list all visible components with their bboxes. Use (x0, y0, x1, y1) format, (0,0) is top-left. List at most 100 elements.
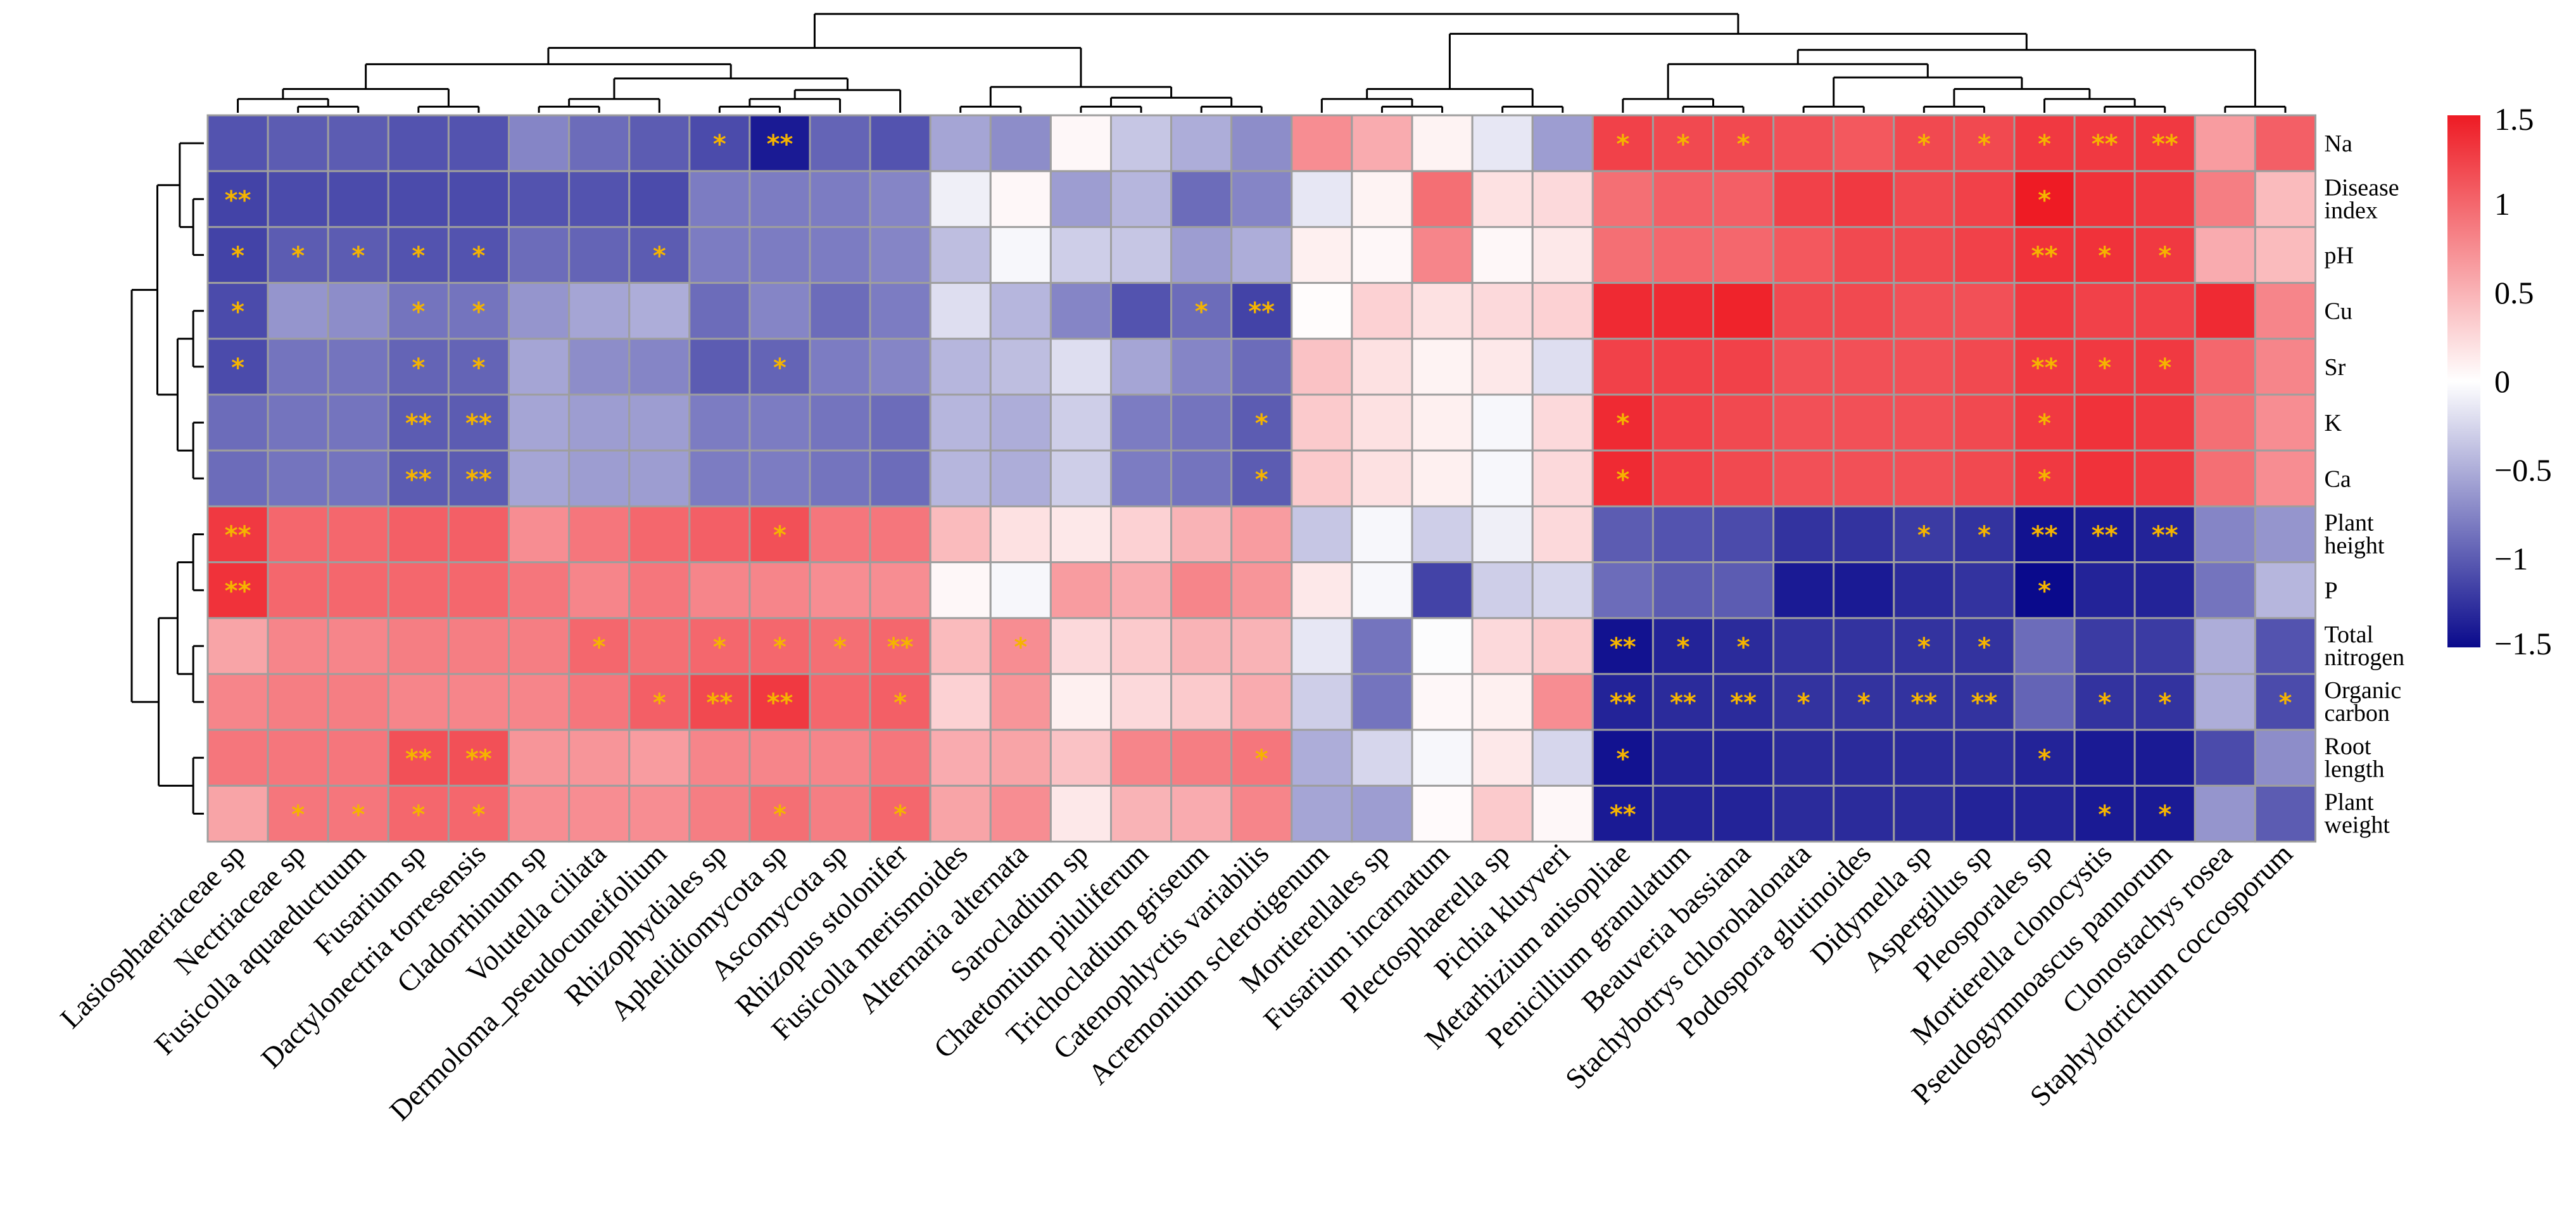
heatmap-cell (1531, 561, 1594, 620)
heatmap-cell (1531, 784, 1594, 843)
heatmap-cell (1291, 561, 1353, 620)
heatmap-cell (2013, 728, 2076, 787)
heatmap-cell (869, 170, 931, 228)
heatmap-cell (989, 449, 1052, 507)
heatmap-cell (1833, 114, 1895, 172)
significance-star: * (2098, 801, 2111, 830)
heatmap-cell (748, 673, 811, 731)
heatmap-cell (1351, 338, 1413, 396)
heatmap-cell (568, 338, 631, 396)
heatmap-cell (1230, 505, 1293, 564)
significance-star: ** (405, 744, 432, 773)
heatmap-cell (1651, 617, 1714, 675)
row-label: Organic carbon (2325, 677, 2402, 727)
heatmap-cell (1833, 617, 1895, 675)
heatmap-cell (1049, 170, 1113, 228)
heatmap-cell (1351, 282, 1413, 340)
heatmap-cell (748, 728, 811, 787)
heatmap-cell (869, 393, 931, 452)
row-label-line: height (2325, 533, 2385, 559)
heatmap-cell (1411, 673, 1474, 731)
heatmap-cell (1170, 784, 1233, 843)
heatmap-cell (1893, 393, 1955, 452)
heatmap-cell (1351, 617, 1413, 675)
heatmap-cell (1230, 282, 1293, 340)
significance-star: * (2098, 242, 2111, 271)
heatmap-cell (1230, 170, 1293, 228)
significance-star: * (2038, 130, 2051, 159)
heatmap-cell (1712, 114, 1775, 172)
heatmap-cell (869, 561, 931, 620)
heatmap-cell (989, 338, 1052, 396)
row-label-line: Plant (2325, 510, 2375, 537)
heatmap-cell (929, 393, 992, 452)
heatmap-cell (1230, 338, 1293, 396)
significance-star: * (351, 242, 365, 271)
heatmap-cell (1651, 226, 1714, 284)
heatmap-cell (2073, 728, 2136, 787)
heatmap-cell (327, 282, 389, 340)
heatmap-cell (1170, 170, 1233, 228)
heatmap-cell (508, 282, 571, 340)
heatmap-cell (387, 617, 450, 675)
heatmap-cell (1230, 561, 1293, 620)
significance-star: * (653, 242, 666, 271)
heatmap-cell (628, 561, 691, 620)
heatmap-cell (2013, 617, 2076, 675)
heatmap-cell (628, 170, 691, 228)
heatmap-cell (508, 617, 571, 675)
heatmap-cell (1893, 338, 1955, 396)
significance-star: * (893, 689, 907, 718)
heatmap-cell (1230, 617, 1293, 675)
heatmap-cell (1230, 226, 1293, 284)
significance-star: ** (706, 689, 733, 718)
heatmap-cell (628, 393, 691, 452)
heatmap-cell (508, 505, 571, 564)
heatmap-cell (2254, 449, 2316, 507)
heatmap-cell (1651, 170, 1714, 228)
heatmap-cell (1351, 170, 1413, 228)
heatmap-cell (1049, 393, 1113, 452)
heatmap-cell (809, 449, 871, 507)
heatmap-cell (2254, 561, 2316, 620)
heatmap-cell (206, 114, 269, 172)
heatmap-cell (929, 170, 992, 228)
significance-star: * (893, 801, 907, 830)
heatmap-cell (1351, 728, 1413, 787)
heatmap-cell (2013, 226, 2076, 284)
heatmap-cell (568, 673, 631, 731)
heatmap-cell (2254, 728, 2316, 787)
heatmap-cell (508, 338, 571, 396)
heatmap-cell (2133, 170, 2196, 228)
significance-star: * (713, 633, 726, 662)
heatmap-cell (1591, 170, 1654, 228)
heatmap-cell (568, 170, 631, 228)
row-dendrogram (130, 142, 204, 815)
significance-star: * (1797, 689, 1810, 718)
heatmap-cell (809, 226, 871, 284)
significance-star: ** (1971, 689, 1997, 718)
row-label: Na (2325, 130, 2352, 157)
significance-star: * (412, 801, 425, 830)
row-label-line: nitrogen (2325, 644, 2405, 671)
heatmap-cells (206, 114, 2316, 843)
significance-star: * (2038, 186, 2051, 215)
significance-star: * (1676, 633, 1689, 662)
significance-star: * (2038, 577, 2051, 606)
heatmap-cell (2194, 282, 2256, 340)
heatmap-cell (1351, 114, 1413, 172)
row-label: Ca (2325, 466, 2351, 492)
heatmap-cell (327, 728, 389, 787)
heatmap-cell (327, 114, 389, 172)
heatmap-cell (2073, 393, 2136, 452)
heatmap-cell (869, 505, 931, 564)
heatmap-cell (1712, 617, 1775, 675)
heatmap-cell (267, 449, 329, 507)
significance-star: * (472, 298, 485, 327)
heatmap-cell (1651, 728, 1714, 787)
heatmap-cell (1230, 673, 1293, 731)
heatmap-cell (1651, 114, 1714, 172)
heatmap-cell (1772, 170, 1835, 228)
row-label-line: Disease (2325, 174, 2399, 201)
heatmap-cell (2254, 617, 2316, 675)
